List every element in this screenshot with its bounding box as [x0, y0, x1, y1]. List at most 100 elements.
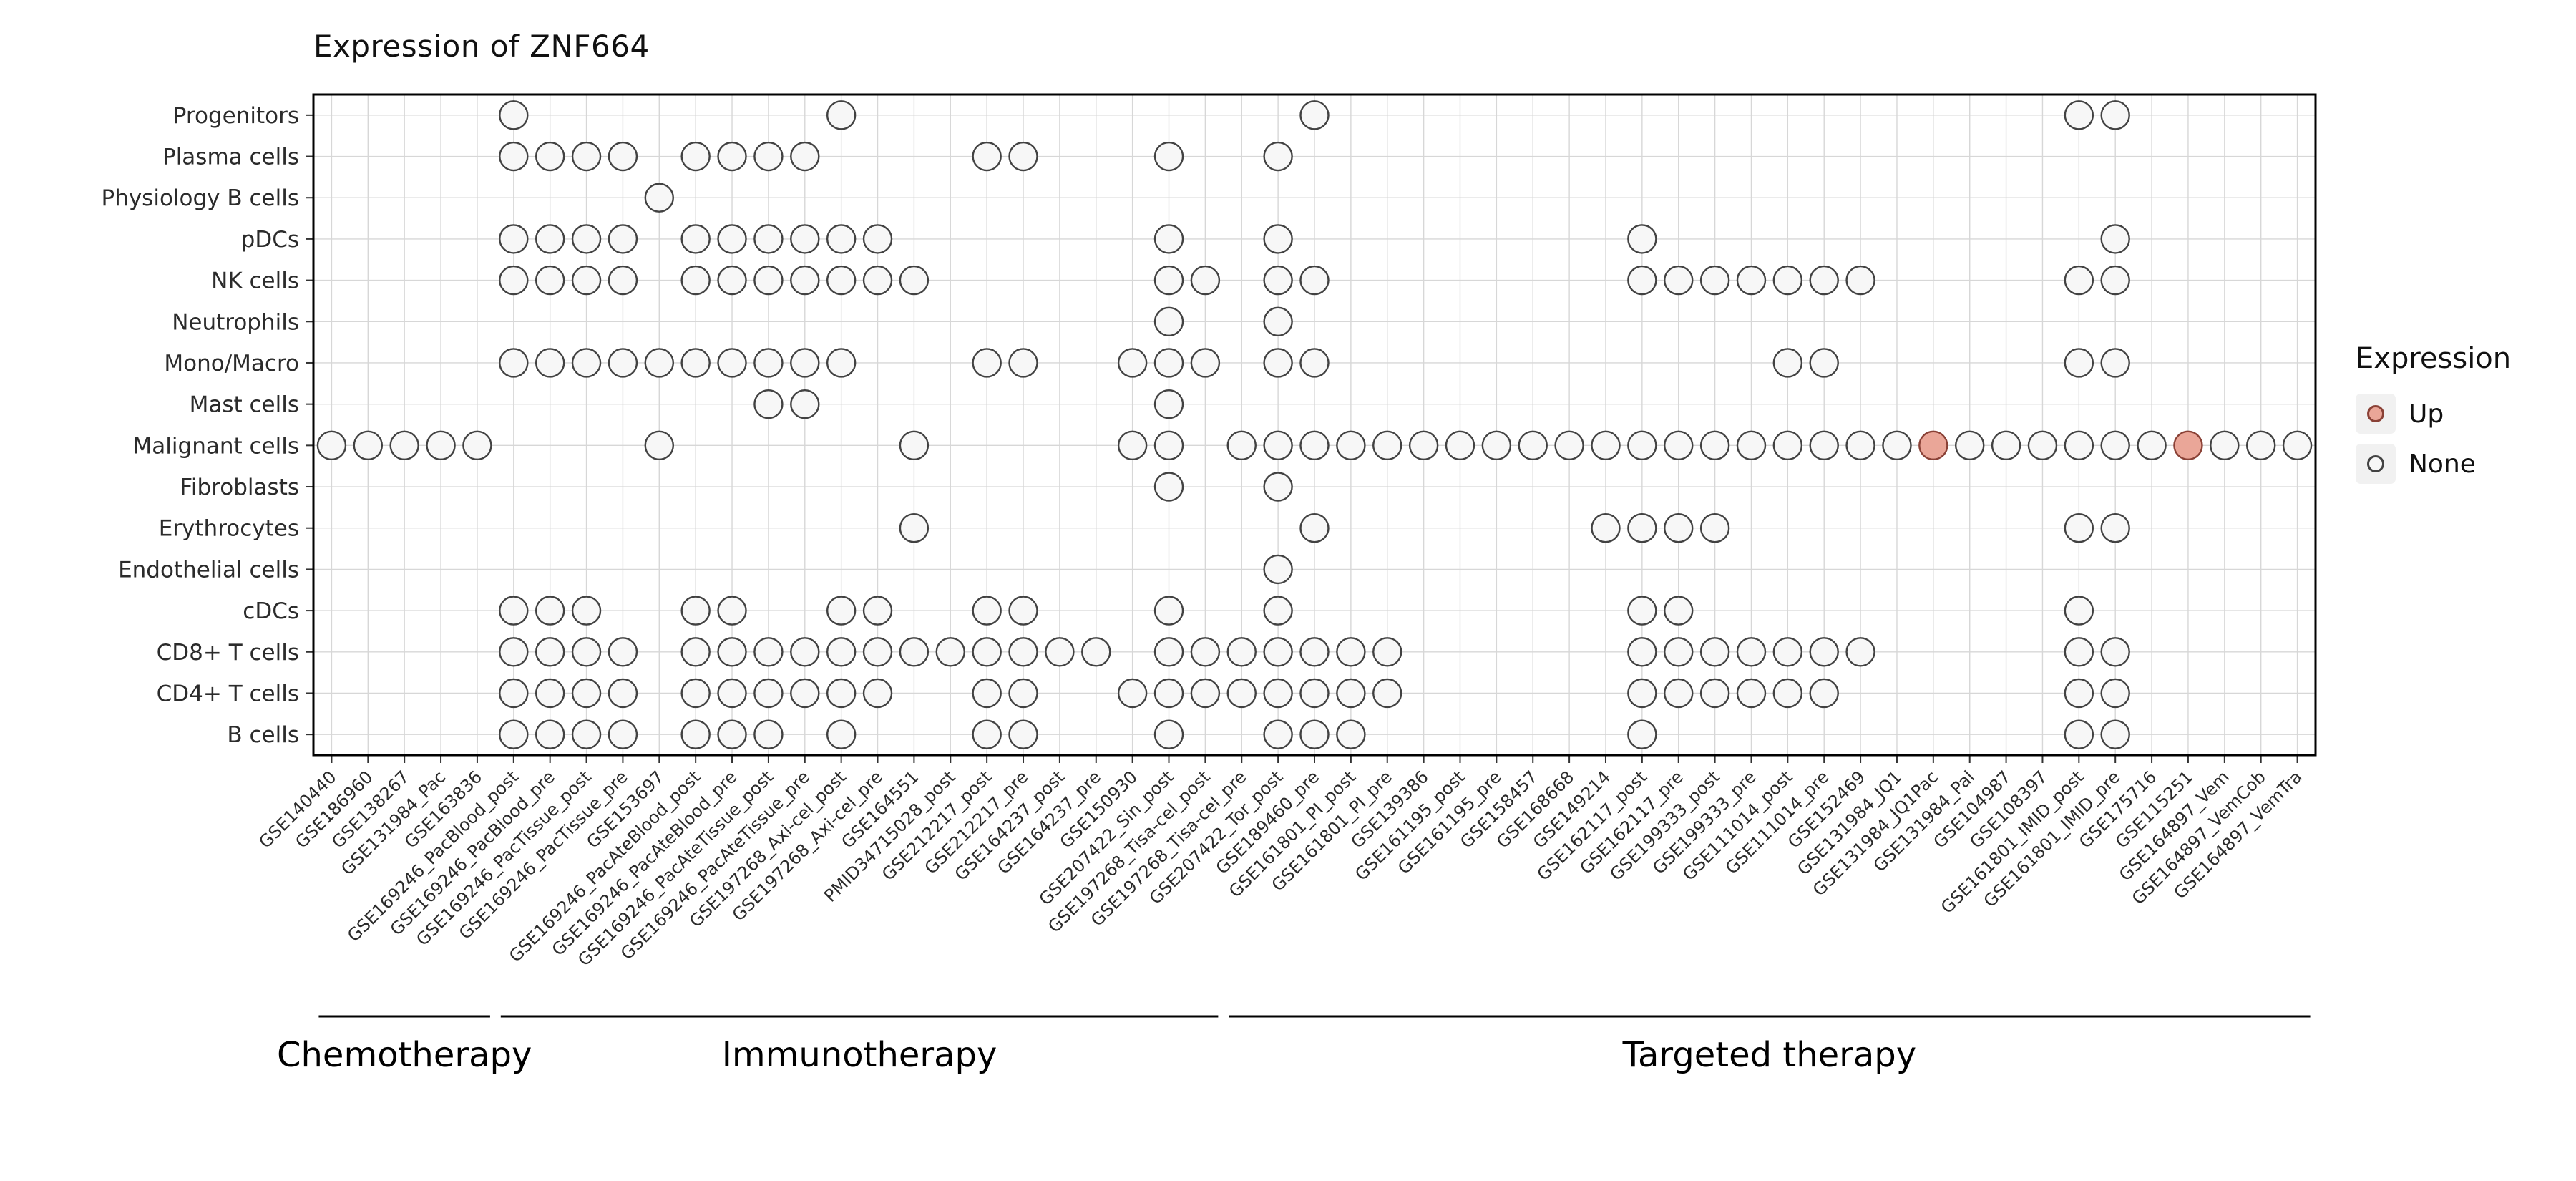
- dot-none: [1408, 430, 1439, 461]
- dot-none: [1699, 513, 1730, 543]
- y-axis-label: cDCs: [243, 598, 299, 624]
- dot-none: [1008, 678, 1038, 709]
- dot-none: [1263, 430, 1293, 461]
- y-axis-label: Mast cells: [190, 392, 299, 418]
- dot-none: [753, 141, 784, 172]
- dot-none: [1299, 719, 1330, 749]
- dot-none: [535, 678, 565, 709]
- dot-none: [1518, 430, 1548, 461]
- dot-none: [1153, 265, 1184, 296]
- dot-none: [1263, 265, 1293, 296]
- plot-border: [312, 93, 2317, 757]
- dot-none: [1153, 637, 1184, 667]
- dot-none: [499, 100, 529, 130]
- dot-none: [972, 348, 1002, 378]
- dot-none: [972, 141, 1002, 172]
- dot-none: [1263, 141, 1293, 172]
- legend-none-label: None: [2409, 449, 2476, 479]
- dot-none: [826, 596, 857, 626]
- dot-none: [426, 430, 456, 461]
- dot-none: [1226, 637, 1257, 667]
- dot-none: [790, 141, 820, 172]
- dot-none: [1736, 637, 1767, 667]
- dot-none: [1299, 513, 1330, 543]
- dot-none: [680, 224, 711, 254]
- dot-none: [826, 678, 857, 709]
- y-axis-label: pDCs: [241, 227, 299, 253]
- legend-title: Expression: [2356, 342, 2512, 375]
- dot-none: [535, 637, 565, 667]
- dot-none: [1699, 637, 1730, 667]
- dot-none: [571, 678, 602, 709]
- dot-none: [1336, 430, 1366, 461]
- dot-none: [1372, 430, 1402, 461]
- dot-none: [1627, 637, 1657, 667]
- dot-none: [1627, 224, 1657, 254]
- dot-none: [1190, 678, 1221, 709]
- dot-none: [899, 430, 930, 461]
- dot-none: [1153, 389, 1184, 419]
- dot-none: [2100, 513, 2130, 543]
- dot-none: [1153, 719, 1184, 749]
- dot-none: [2064, 100, 2094, 130]
- dot-none: [1554, 430, 1584, 461]
- dot-none: [1226, 678, 1257, 709]
- dot-none: [2100, 224, 2130, 254]
- dot-none: [1664, 678, 1694, 709]
- axis-ticks: [306, 114, 2298, 763]
- dot-none: [935, 637, 965, 667]
- chart-title: Expression of ZNF664: [313, 29, 650, 64]
- dot-none: [2100, 348, 2130, 378]
- dot-none: [1809, 678, 1839, 709]
- dot-none: [1263, 637, 1293, 667]
- legend-up-label: Up: [2409, 399, 2444, 429]
- group-label: Chemotherapy: [277, 1035, 532, 1075]
- dot-none: [571, 265, 602, 296]
- dot-none: [2027, 430, 2058, 461]
- dot-none: [862, 678, 893, 709]
- y-axis-label: CD4+ T cells: [157, 681, 299, 706]
- legend-item-none: None: [2356, 444, 2511, 484]
- dot-none: [753, 389, 784, 419]
- dot-none: [680, 348, 711, 378]
- dot-none: [753, 637, 784, 667]
- dot-none: [1299, 430, 1330, 461]
- dot-none: [535, 224, 565, 254]
- dots: [316, 100, 2313, 749]
- therapy-groups: Chemotherapy Immunotherapy Targeted therap…: [277, 1015, 2311, 1075]
- dot-none: [790, 348, 820, 378]
- dot-none: [2210, 430, 2240, 461]
- legend-up-dot: [2367, 405, 2384, 422]
- dot-none: [1008, 141, 1038, 172]
- dot-none: [535, 348, 565, 378]
- dot-none: [644, 183, 674, 213]
- dot-none: [535, 719, 565, 749]
- dot-none: [499, 224, 529, 254]
- dot-none: [1263, 678, 1293, 709]
- dot-none: [680, 719, 711, 749]
- dot-none: [1045, 637, 1075, 667]
- dot-none: [2064, 637, 2094, 667]
- dot-none: [1336, 678, 1366, 709]
- y-axis-labels: Progenitors Plasma cells Physiology B cell…: [102, 103, 300, 748]
- y-axis-label: Fibroblasts: [180, 475, 299, 500]
- legend-key: [2356, 394, 2396, 434]
- dot-none: [1190, 348, 1221, 378]
- dot-none: [717, 141, 747, 172]
- x-axis-labels: GSE140440GSE186960GSE138267GSE131984_Pac…: [255, 767, 2306, 970]
- dot-none: [499, 141, 529, 172]
- dot-none: [826, 719, 857, 749]
- dot-none: [753, 719, 784, 749]
- dot-none: [2064, 265, 2094, 296]
- y-axis-label: CD8+ T cells: [157, 640, 299, 666]
- y-axis-label: Malignant cells: [133, 433, 299, 459]
- y-axis-label: Physiology B cells: [102, 185, 300, 211]
- dot-none: [899, 513, 930, 543]
- dot-none: [826, 637, 857, 667]
- dot-none: [1263, 596, 1293, 626]
- dot-none: [608, 637, 638, 667]
- dot-none: [1955, 430, 1985, 461]
- dot-none: [2064, 596, 2094, 626]
- dot-none: [1882, 430, 1912, 461]
